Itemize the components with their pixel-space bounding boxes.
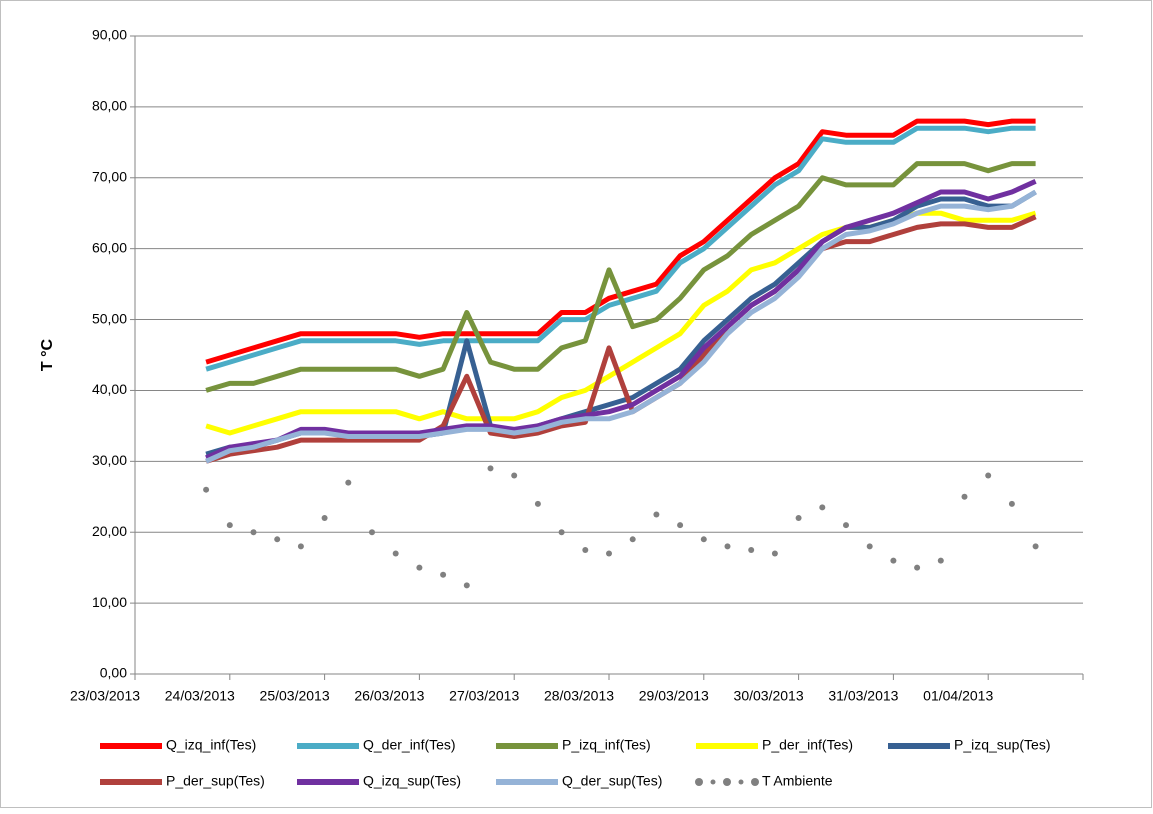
data-point	[937, 557, 944, 564]
legend-label: T Ambiente	[762, 773, 833, 789]
data-point	[463, 582, 470, 589]
data-point	[677, 522, 684, 529]
legend-label: P_izq_sup(Tes)	[954, 737, 1051, 753]
y-tick-label: 20,00	[92, 523, 127, 539]
y-axis-label: T °C	[39, 338, 56, 371]
series-line	[205, 179, 1037, 461]
y-tick-label: 0,00	[100, 665, 127, 681]
data-point	[795, 515, 802, 522]
legend-label: P_der_inf(Tes)	[762, 737, 853, 753]
x-tick-label: 24/03/2013	[165, 688, 235, 704]
data-point	[653, 511, 660, 518]
legend-label: P_izq_inf(Tes)	[562, 737, 651, 753]
y-tick-label: 60,00	[92, 239, 127, 255]
data-point	[274, 536, 281, 543]
data-point	[392, 550, 399, 557]
data-point	[1032, 543, 1039, 550]
x-tick-label: 27/03/2013	[449, 688, 519, 704]
legend-label: Q_izq_inf(Tes)	[166, 737, 256, 753]
legend-swatch	[710, 779, 716, 785]
data-point	[534, 500, 541, 507]
data-point	[345, 479, 352, 486]
x-tick-label: 30/03/2013	[734, 688, 804, 704]
y-tick-label: 30,00	[92, 452, 127, 468]
y-tick-label: 80,00	[92, 98, 127, 114]
legend-label: Q_der_sup(Tes)	[562, 773, 662, 789]
x-tick-label: 29/03/2013	[639, 688, 709, 704]
data-point	[961, 493, 968, 500]
x-tick-label: 31/03/2013	[828, 688, 898, 704]
x-tick-label: 26/03/2013	[354, 688, 424, 704]
data-point	[914, 564, 921, 571]
data-point	[819, 504, 826, 511]
x-tick-label: 23/03/2013	[70, 688, 140, 704]
y-tick-label: 40,00	[92, 381, 127, 397]
data-point	[629, 536, 636, 543]
y-tick-label: 50,00	[92, 310, 127, 326]
legend-label: Q_der_inf(Tes)	[363, 737, 456, 753]
series-line	[205, 161, 1036, 393]
data-point	[440, 571, 447, 578]
data-point	[250, 529, 257, 536]
data-point	[1008, 500, 1015, 507]
data-point	[558, 529, 565, 536]
data-point	[700, 536, 707, 543]
data-point	[890, 557, 897, 564]
data-point	[771, 550, 778, 557]
data-point	[487, 465, 494, 472]
data-point	[369, 529, 375, 536]
data-point	[843, 522, 849, 529]
x-tick-label: 25/03/2013	[260, 688, 330, 704]
x-tick-label: 01/04/2013	[923, 688, 993, 704]
data-point	[416, 564, 423, 571]
y-tick-label: 10,00	[92, 594, 127, 610]
data-point	[226, 522, 233, 529]
y-tick-label: 70,00	[92, 168, 127, 184]
series-line	[205, 214, 1037, 464]
series-line	[205, 189, 1037, 464]
legend-label: Q_izq_sup(Tes)	[363, 773, 461, 789]
data-point	[606, 550, 612, 557]
data-point	[203, 486, 210, 493]
data-point	[297, 543, 304, 550]
legend-label: P_der_sup(Tes)	[166, 773, 265, 789]
data-point	[511, 472, 518, 479]
data-point	[724, 543, 731, 550]
data-point	[748, 546, 755, 553]
legend-swatch	[695, 778, 703, 786]
legend-swatch	[738, 779, 744, 785]
data-point	[985, 472, 992, 479]
data-point	[321, 515, 328, 522]
legend-swatch	[751, 778, 759, 786]
data-point	[582, 546, 589, 553]
legend-swatch	[723, 778, 731, 786]
y-tick-label: 90,00	[92, 27, 127, 43]
x-tick-label: 28/03/2013	[544, 688, 614, 704]
data-point	[866, 543, 873, 550]
